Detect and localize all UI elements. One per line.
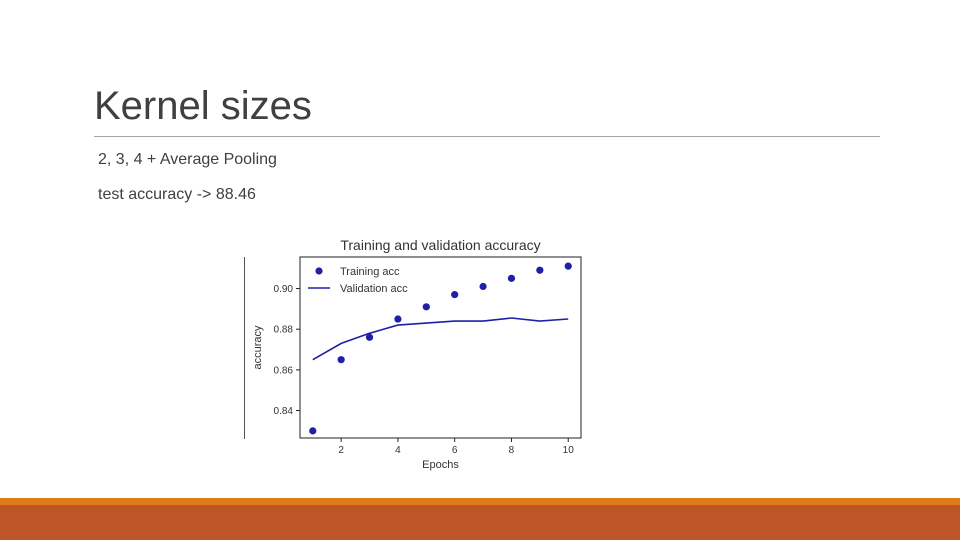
chart-title: Training and validation accuracy bbox=[340, 237, 540, 253]
y-tick-label: 0.86 bbox=[274, 365, 294, 376]
x-tick-label: 10 bbox=[563, 445, 575, 456]
x-axis-label: Epochs bbox=[422, 459, 459, 471]
legend-label: Validation acc bbox=[340, 283, 408, 295]
series-line-validation-acc bbox=[312, 317, 569, 361]
bullet-kernel-config: 2, 3, 4 + Average Pooling bbox=[98, 151, 277, 168]
point-training-acc bbox=[309, 427, 317, 435]
slide-title: Kernel sizes bbox=[94, 84, 312, 128]
y-tick-label: 0.88 bbox=[274, 325, 294, 336]
accuracy-chart: Training and validation accuracy 2 4 6 8 10 0.… bbox=[252, 237, 582, 471]
point-training-acc bbox=[365, 333, 374, 341]
x-tick-label: 2 bbox=[338, 445, 344, 456]
y-tick-label: 0.84 bbox=[274, 406, 294, 417]
y-axis-label: accuracy bbox=[252, 325, 264, 370]
x-tick-label: 6 bbox=[452, 445, 458, 456]
point-training-acc bbox=[507, 274, 516, 282]
plot-frame bbox=[299, 256, 582, 439]
point-training-acc bbox=[479, 282, 487, 291]
footer-band bbox=[0, 498, 960, 540]
point-training-acc bbox=[394, 315, 402, 323]
legend-label: Training acc bbox=[340, 266, 400, 278]
point-training-acc bbox=[422, 303, 430, 311]
title-divider bbox=[94, 136, 880, 137]
x-tick-label: 4 bbox=[395, 445, 401, 456]
chart-image-edge bbox=[244, 257, 245, 439]
point-training-acc bbox=[564, 262, 572, 270]
point-training-acc bbox=[451, 291, 459, 299]
footer-band-accent bbox=[0, 498, 960, 505]
bullet-test-accuracy: test accuracy -> 88.46 bbox=[98, 186, 256, 203]
y-tick-label: 0.90 bbox=[274, 284, 294, 295]
point-training-acc bbox=[337, 356, 345, 364]
legend-swatch-dot bbox=[315, 267, 323, 275]
x-tick-label: 8 bbox=[509, 445, 515, 456]
point-training-acc bbox=[536, 266, 544, 274]
